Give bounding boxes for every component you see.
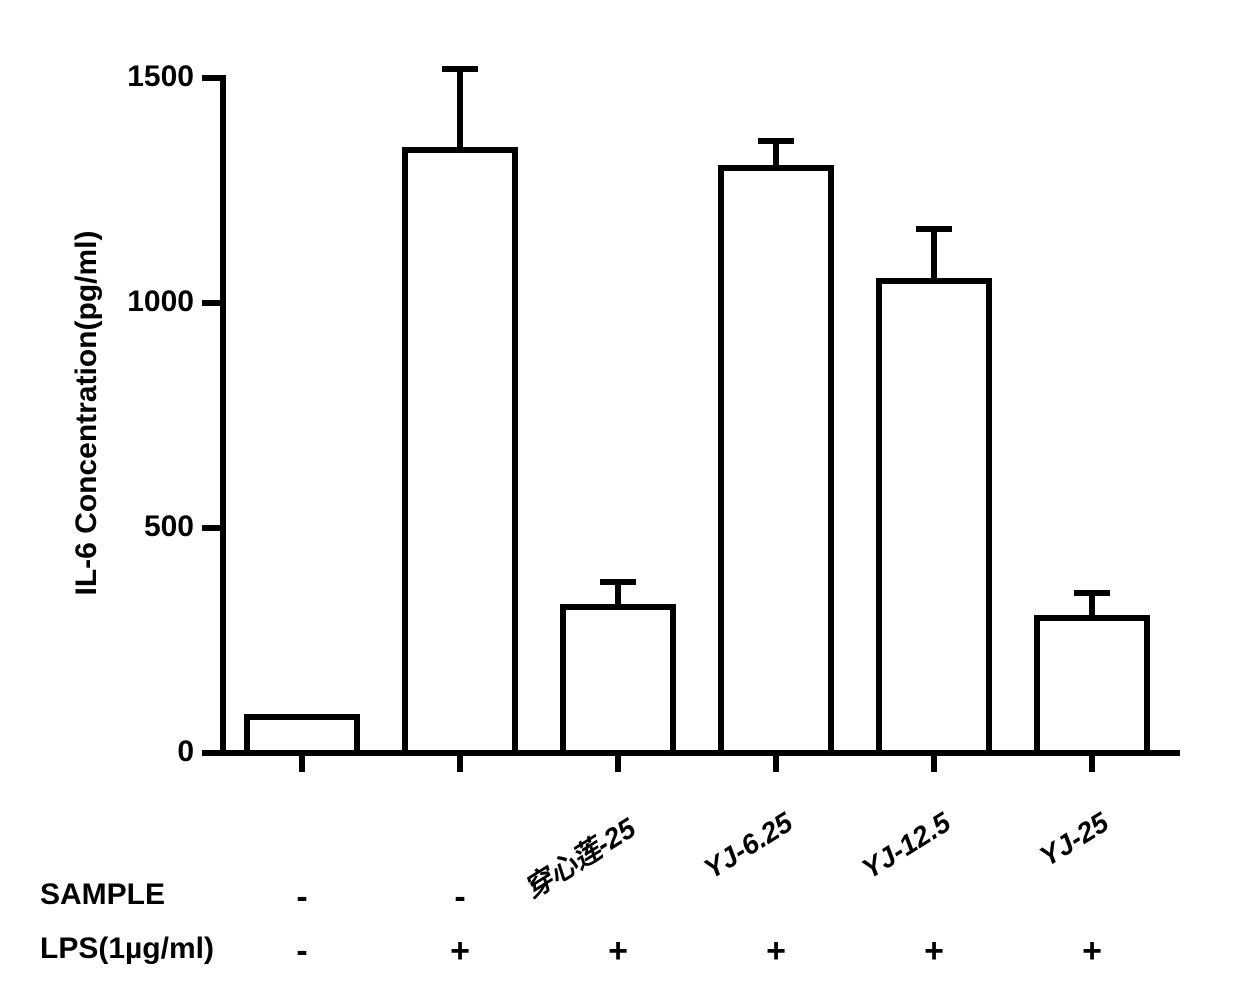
bar xyxy=(402,147,518,756)
chart-container: IL-6 Concentration(pg/ml) SAMPLE LPS(1µg… xyxy=(0,0,1240,994)
y-tick xyxy=(202,300,220,306)
error-bar xyxy=(931,226,937,284)
lps-cell: + xyxy=(1052,932,1132,971)
category-label: 穿心莲-25 xyxy=(452,807,643,947)
bar xyxy=(560,604,676,756)
x-tick xyxy=(773,756,779,772)
category-label: YJ-12.5 xyxy=(770,806,957,939)
y-tick xyxy=(202,525,220,531)
y-tick-label: 1000 xyxy=(74,285,194,319)
row-label-sample: SAMPLE xyxy=(40,878,165,912)
x-tick xyxy=(615,756,621,772)
bar xyxy=(244,714,360,756)
error-cap xyxy=(758,138,794,144)
plot-area xyxy=(220,30,1180,750)
error-cap xyxy=(600,579,636,585)
bar xyxy=(718,165,834,756)
lps-cell: - xyxy=(262,932,342,971)
lps-cell: + xyxy=(420,932,500,971)
y-tick xyxy=(202,75,220,81)
category-label: YJ-6.25 xyxy=(612,806,799,939)
error-cap xyxy=(442,66,478,72)
error-cap xyxy=(1074,590,1110,596)
x-tick xyxy=(299,756,305,772)
x-tick xyxy=(457,756,463,772)
bar xyxy=(876,278,992,757)
y-axis-line xyxy=(220,75,226,756)
lps-cell: + xyxy=(894,932,974,971)
category-label: YJ-25 xyxy=(928,806,1115,939)
bar xyxy=(1034,615,1150,756)
error-bar xyxy=(457,66,463,153)
row-label-lps: LPS(1µg/ml) xyxy=(40,932,214,966)
sample-cell: - xyxy=(262,878,342,917)
y-axis-title: IL-6 Concentration(pg/ml) xyxy=(70,183,104,643)
error-cap xyxy=(916,226,952,232)
lps-cell: + xyxy=(736,932,816,971)
y-tick-label: 0 xyxy=(74,735,194,769)
y-tick xyxy=(202,750,220,756)
x-tick xyxy=(931,756,937,772)
y-tick-label: 1500 xyxy=(74,60,194,94)
y-tick-label: 500 xyxy=(74,510,194,544)
x-tick xyxy=(1089,756,1095,772)
lps-cell: + xyxy=(578,932,658,971)
